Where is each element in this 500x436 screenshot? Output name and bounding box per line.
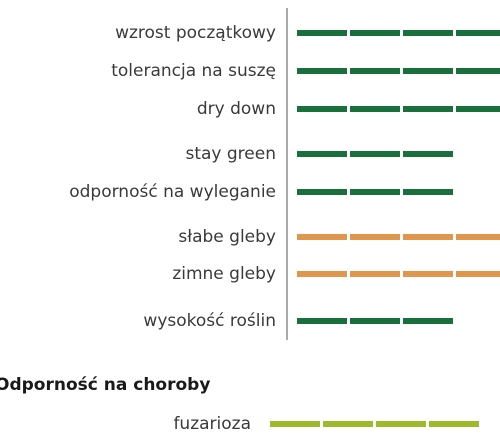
rating-segment [297, 106, 347, 112]
trait-label: fuzarioza [173, 414, 251, 434]
trait-label: zimne gleby [172, 264, 276, 284]
rating-segment [403, 271, 453, 277]
rating-segment [456, 271, 500, 277]
rating-segment [350, 318, 400, 324]
trait-label: wzrost początkowy [115, 23, 276, 43]
rating-segment [429, 421, 479, 427]
rating-segment [297, 30, 347, 36]
rating-segment [270, 421, 320, 427]
rating-segment [297, 318, 347, 324]
trait-label: odporność na wyleganie [69, 182, 276, 202]
rating-segment [403, 30, 453, 36]
trait-label: stay green [185, 144, 276, 164]
rating-segment [350, 271, 400, 277]
rating-segment [350, 30, 400, 36]
trait-label: wysokość roślin [143, 311, 276, 331]
rating-segment [297, 234, 347, 240]
rating-segment [403, 68, 453, 74]
trait-label: słabe gleby [178, 227, 276, 247]
rating-segment [403, 234, 453, 240]
rating-segment [297, 189, 347, 195]
rating-segment [403, 151, 453, 157]
rating-segment [456, 234, 500, 240]
rating-segment [323, 421, 373, 427]
trait-label: tolerancja na suszę [111, 61, 276, 81]
section-title: Odporność na choroby [0, 375, 210, 395]
rating-segment [376, 421, 426, 427]
rating-segment [350, 151, 400, 157]
rating-segment [297, 151, 347, 157]
rating-segment [350, 106, 400, 112]
rating-segment [297, 271, 347, 277]
rating-segment [456, 106, 500, 112]
rating-segment [456, 68, 500, 74]
trait-label: dry down [197, 99, 276, 119]
rating-segment [456, 30, 500, 36]
rating-segment [403, 318, 453, 324]
rating-segment [350, 234, 400, 240]
rating-segment [297, 68, 347, 74]
rating-segment [403, 189, 453, 195]
rating-segment [350, 189, 400, 195]
rating-segment [350, 68, 400, 74]
rating-segment [403, 106, 453, 112]
